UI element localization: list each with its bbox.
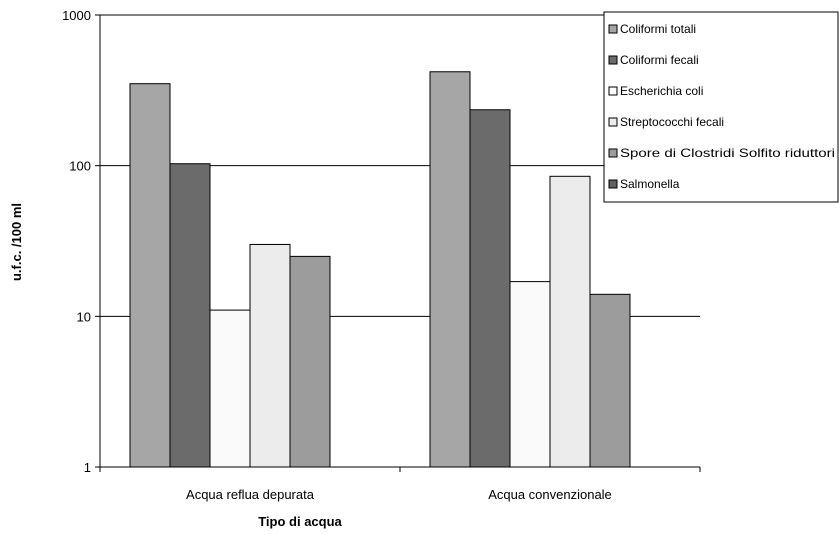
legend-swatch	[608, 24, 618, 34]
legend-swatch	[608, 148, 618, 158]
y-axis-title: u.f.c. /100 ml	[9, 203, 24, 281]
x-category-label: Acqua reflua depurata	[186, 487, 315, 502]
bar	[289, 255, 331, 468]
bar	[549, 175, 591, 468]
y-tick-label: 10	[77, 309, 91, 324]
bars	[129, 71, 631, 468]
bar	[249, 243, 291, 468]
legend: Coliformi totali Coliformi fecali Escheric…	[603, 11, 839, 203]
y-tick-label: 1000	[62, 8, 91, 23]
legend-swatch	[608, 55, 618, 65]
axes	[95, 14, 701, 472]
y-tick-label: 100	[69, 159, 91, 174]
legend-swatch	[608, 117, 618, 127]
legend-item-label: Coliformi totali	[620, 22, 696, 36]
legend-item-label: Spore di Clostridi Solfito riduttori	[620, 146, 835, 160]
legend-swatch	[608, 179, 618, 189]
x-category-labels: Acqua reflua depurata Acqua convenzionale	[186, 487, 612, 502]
legend-swatch	[608, 86, 618, 96]
legend-item-label: Coliformi fecali	[620, 53, 699, 67]
bar	[209, 309, 251, 468]
legend-box	[603, 11, 839, 203]
legend-item-label: Escherichia coli	[620, 84, 703, 98]
bar	[129, 83, 171, 468]
bar	[429, 71, 471, 468]
bar	[469, 109, 511, 468]
legend-item-label: Salmonella	[620, 177, 680, 191]
y-tick-labels: 1 10 100 1000	[62, 8, 91, 475]
bar	[589, 293, 631, 468]
legend-item-label: Streptococchi fecali	[620, 115, 724, 129]
bar	[509, 281, 551, 468]
bar	[169, 163, 211, 468]
x-category-label: Acqua convenzionale	[488, 487, 612, 502]
y-tick-label: 1	[84, 460, 91, 475]
x-axis-title: Tipo di acqua	[258, 514, 342, 529]
